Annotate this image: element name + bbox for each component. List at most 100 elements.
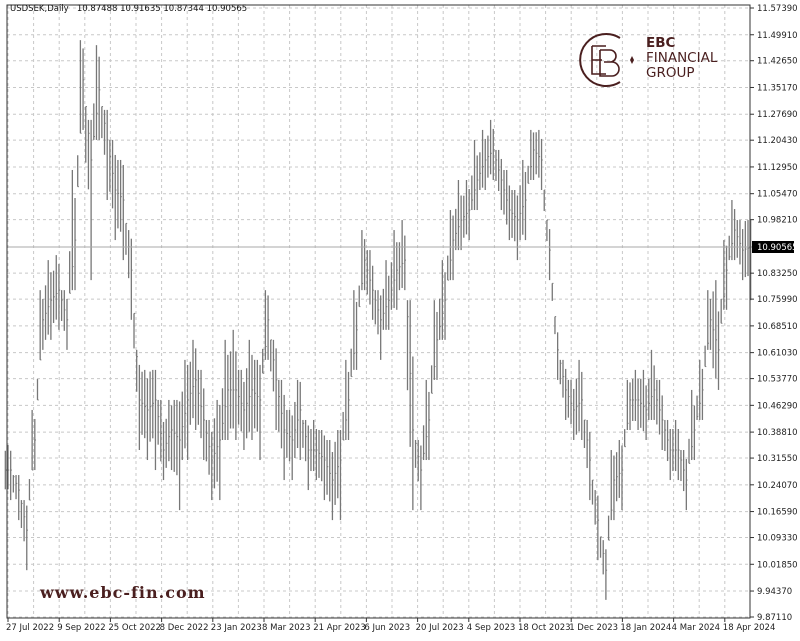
- y-tick-label: 11.20430: [757, 136, 798, 146]
- chart-header: USDSEK,Daily 10.87488 10.91635 10.87344 …: [10, 4, 247, 14]
- ohlc-bar: [615, 440, 624, 511]
- ohlc-bar: [535, 129, 543, 191]
- ohlc-bar: [471, 139, 479, 211]
- x-tick-label: 6 Jun 2023: [364, 623, 410, 633]
- y-tick-label: 10.31550: [757, 454, 798, 464]
- ohlc-bar: [527, 129, 535, 184]
- ohlc-bar: [479, 129, 487, 191]
- ohlc-bar: [358, 230, 366, 308]
- ohlc-bar: [519, 159, 527, 241]
- x-tick-label: 25 Oct 2022: [108, 623, 161, 633]
- ohlc-bar: [189, 339, 197, 430]
- grid: [7, 5, 750, 618]
- y-tick-label: 11.05470: [757, 190, 798, 200]
- ohlc-bar: [632, 369, 640, 430]
- ohlc-bars: [4, 40, 752, 600]
- y-tick-label: 10.38810: [757, 428, 798, 438]
- ohlc-bar: [430, 300, 439, 394]
- ohlc-bar: [447, 210, 455, 281]
- ohlc-bar: [149, 369, 157, 471]
- ohlc-bar: [398, 220, 407, 291]
- ohlc-bar: [85, 106, 93, 281]
- ohlc-bar: [350, 290, 358, 378]
- ohlc-bar: [133, 312, 141, 451]
- ohlc-bar: [4, 445, 12, 501]
- ohlc-bar: [511, 190, 519, 261]
- ohlc-bar: [607, 450, 616, 541]
- ohlc-bar: [551, 282, 559, 380]
- ohlc-bar: [157, 399, 165, 481]
- ohlc-bar: [406, 300, 415, 511]
- x-tick-label: 23 Jan 2023: [211, 623, 262, 633]
- logo-line3: GROUP: [646, 65, 695, 81]
- y-tick-label: 11.49910: [757, 31, 798, 41]
- ohlc-bar: [640, 369, 648, 441]
- x-tick-label: 1 Dec 2023: [569, 623, 618, 633]
- ohlc-bar: [390, 230, 398, 310]
- ohlc-bar: [310, 419, 318, 481]
- y-tick-label: 10.68510: [757, 322, 798, 332]
- ohlc-bar: [117, 159, 125, 261]
- ohlc-bar: [205, 419, 213, 501]
- ohlc-bar: [439, 260, 447, 340]
- y-tick-label: 10.16590: [757, 508, 798, 518]
- ohlc-bar: [12, 475, 20, 521]
- ebc-logo: EBC FINANCIAL GROUP: [576, 30, 736, 90]
- x-tick-label: 8 Dec 2022: [160, 623, 209, 633]
- ohlc-bar: [672, 419, 680, 481]
- x-tick-label: 9 Sep 2022: [57, 623, 105, 633]
- y-tick-label: 10.75990: [757, 295, 798, 305]
- x-tick-label: 4 Sep 2023: [467, 623, 515, 633]
- y-tick-label: 10.61030: [757, 349, 798, 359]
- ohlc-bar: [221, 339, 230, 441]
- ohlc-bar: [567, 379, 575, 441]
- ohlc-bar: [165, 399, 173, 471]
- ohlc-bar: [455, 179, 463, 251]
- y-tick-label: 10.01850: [757, 560, 798, 570]
- y-tick-label: 10.09330: [757, 534, 798, 544]
- ohlc-bar: [69, 169, 77, 294]
- ohlc-bar: [463, 179, 471, 241]
- x-tick-label: 18 Jan 2024: [620, 623, 671, 633]
- x-tick-label: 18 Apr 2024: [723, 623, 776, 633]
- y-tick-label: 11.42650: [757, 57, 798, 67]
- ohlc-bar: [624, 379, 632, 448]
- ohlc-bar: [93, 45, 101, 140]
- x-tick-label: 18 Oct 2023: [518, 623, 571, 633]
- symbol-label: USDSEK,Daily: [10, 4, 69, 14]
- y-tick-label: 11.35170: [757, 83, 798, 93]
- ohlc-bar: [656, 379, 664, 451]
- ohlc-bar: [583, 419, 592, 501]
- ohlc-bar: [60, 290, 69, 350]
- ohlc-bar: [664, 419, 672, 481]
- ohlc-bar: [181, 359, 189, 461]
- y-tick-label: 11.27690: [757, 110, 798, 120]
- ohlc-bar: [712, 280, 720, 390]
- y-tick-label: 10.98210: [757, 216, 798, 226]
- ohlc-bar: [503, 169, 511, 241]
- ohlc-bar: [302, 419, 310, 491]
- ohlc-bar: [366, 250, 374, 320]
- ohlc-bar: [334, 429, 342, 521]
- ohlc-bar: [109, 139, 117, 241]
- ohlc-bar: [374, 290, 382, 360]
- ohlc-bar: [680, 450, 688, 511]
- ohlc-bar: [318, 429, 326, 501]
- ohlc-bar: [197, 369, 205, 461]
- website-watermark: www.ebc-fin.com: [40, 583, 206, 602]
- ebc-logo-mark-icon: [579, 33, 638, 87]
- ohlc-bar: [422, 379, 431, 461]
- y-tick-label: 10.53770: [757, 375, 798, 385]
- current-price-label: 10.90565: [757, 243, 798, 253]
- ohlc-bar: [720, 240, 728, 324]
- y-tick-label: 11.57390: [757, 4, 798, 14]
- ohlc-bar: [342, 359, 350, 441]
- y-tick-label: 10.46290: [757, 401, 798, 411]
- ohlc-bar: [414, 440, 423, 511]
- ohlc-bar: [559, 359, 567, 420]
- ohlc-bar: [575, 359, 583, 441]
- ohlc-bar: [52, 255, 61, 330]
- ohlc-bar: [278, 379, 286, 481]
- ohlc-bar: [213, 399, 222, 501]
